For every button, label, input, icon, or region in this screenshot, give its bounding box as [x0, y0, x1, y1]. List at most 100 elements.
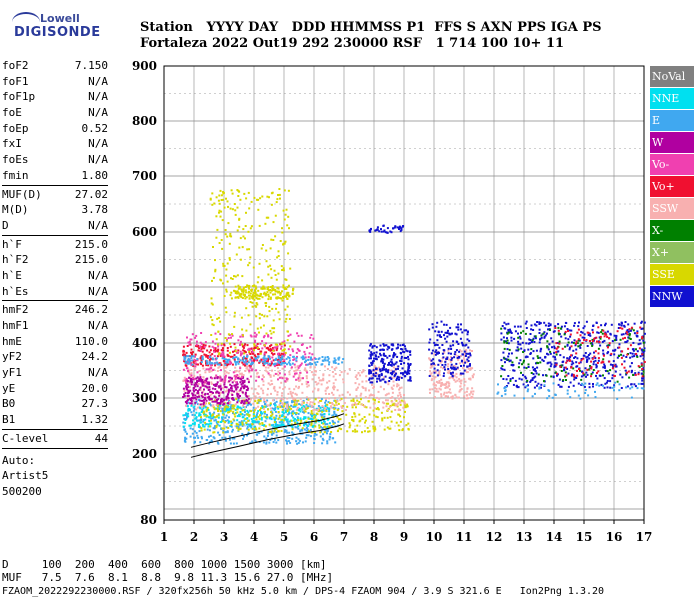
data-point: [434, 390, 437, 393]
data-point: [288, 420, 291, 423]
data-point: [398, 397, 401, 400]
data-point: [208, 369, 211, 372]
data-point: [589, 342, 592, 345]
data-point: [211, 417, 214, 420]
data-point: [199, 426, 202, 429]
data-point: [580, 330, 583, 333]
data-point: [301, 391, 304, 394]
data-point: [451, 367, 453, 370]
data-point: [210, 419, 212, 422]
data-point: [187, 415, 190, 418]
data-point: [268, 362, 271, 365]
data-point: [221, 407, 224, 410]
data-point: [463, 384, 466, 387]
data-point: [197, 380, 200, 383]
data-point: [199, 403, 202, 406]
data-point: [202, 345, 205, 348]
data-point: [258, 361, 261, 364]
data-point: [283, 218, 286, 221]
param-value: 110.0: [74, 334, 108, 348]
data-point: [266, 370, 269, 373]
data-point: [209, 413, 212, 416]
data-point: [228, 401, 231, 404]
data-point: [348, 426, 351, 429]
data-point: [298, 408, 301, 411]
data-point: [210, 381, 213, 384]
data-point: [555, 342, 558, 345]
data-point: [378, 366, 380, 369]
data-point: [266, 315, 269, 318]
data-point: [299, 371, 302, 374]
data-point: [514, 379, 517, 382]
data-point: [287, 422, 290, 425]
data-point: [253, 294, 256, 297]
data-point: [262, 428, 265, 431]
data-point: [536, 355, 539, 358]
data-point: [380, 360, 383, 363]
data-point: [240, 296, 243, 299]
data-point: [240, 292, 243, 295]
data-point: [441, 352, 444, 355]
data-point: [221, 416, 223, 419]
data-point: [512, 383, 515, 386]
data-point: [221, 247, 224, 250]
data-point: [184, 357, 187, 359]
data-point: [569, 346, 571, 349]
data-point: [255, 293, 258, 296]
data-point: [267, 273, 270, 276]
data-point: [194, 401, 197, 404]
data-point: [549, 361, 552, 364]
data-point: [525, 385, 528, 388]
data-point: [243, 344, 246, 347]
data-point: [235, 398, 238, 401]
data-point: [201, 355, 204, 358]
data-point: [300, 334, 303, 337]
data-point: [276, 286, 279, 289]
data-point: [238, 293, 241, 296]
data-point: [303, 357, 306, 360]
data-point: [214, 397, 217, 400]
data-point: [196, 419, 199, 422]
data-point: [392, 384, 395, 387]
data-point: [318, 424, 321, 427]
data-point: [270, 332, 273, 335]
data-point: [286, 410, 289, 413]
data-point: [255, 369, 258, 372]
data-point: [247, 361, 250, 364]
data-point: [191, 333, 194, 336]
param-name: D: [2, 218, 9, 232]
data-point: [229, 409, 232, 412]
data-point: [524, 356, 527, 359]
y-tick-label: 700: [132, 169, 157, 183]
data-point: [332, 421, 335, 423]
data-point: [325, 398, 327, 400]
data-point: [340, 371, 343, 374]
data-point: [450, 352, 452, 355]
data-point: [208, 425, 211, 428]
data-point: [261, 313, 264, 316]
data-point: [509, 359, 512, 362]
data-point: [536, 384, 538, 387]
data-point: [605, 369, 607, 372]
data-point: [219, 375, 222, 378]
data-point: [217, 431, 220, 434]
data-point: [279, 197, 281, 200]
param-name: foF1: [2, 74, 29, 88]
data-point: [216, 376, 219, 379]
data-point: [247, 402, 250, 404]
profile-trace: [190, 423, 345, 458]
data-point: [251, 285, 254, 288]
data-point: [229, 342, 231, 345]
param-divider: [2, 300, 108, 302]
data-point: [314, 408, 317, 411]
data-point: [236, 274, 239, 277]
data-point: [254, 285, 257, 288]
data-point: [244, 293, 246, 296]
legend-item-nnw: NNW: [650, 286, 694, 307]
data-point: [590, 373, 593, 376]
data-point: [209, 316, 212, 319]
data-point: [383, 344, 386, 347]
data-point: [569, 333, 572, 336]
data-point: [201, 379, 204, 381]
data-point: [503, 341, 506, 344]
